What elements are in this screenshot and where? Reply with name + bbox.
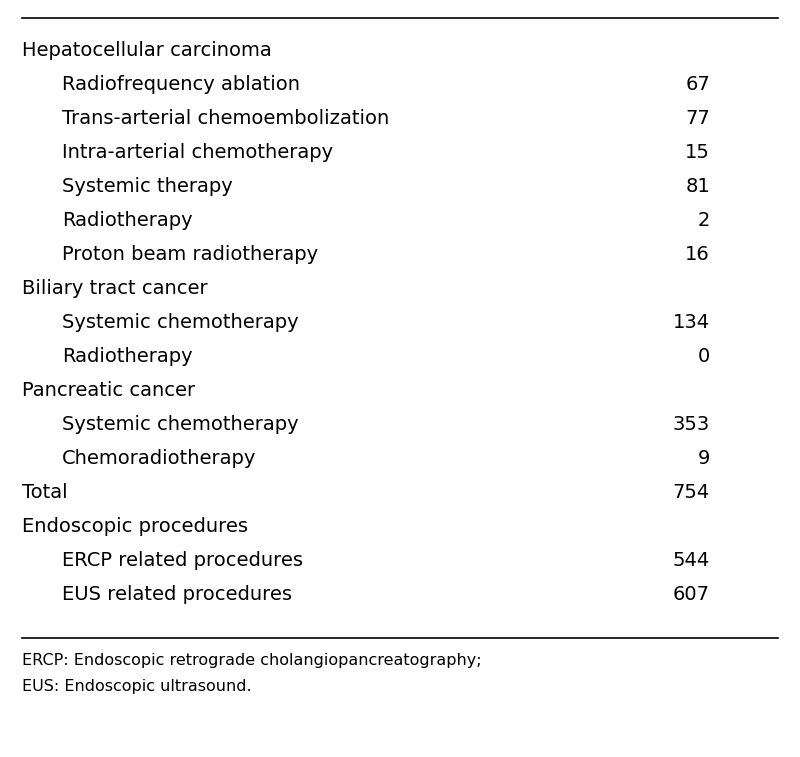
Text: Systemic therapy: Systemic therapy bbox=[62, 176, 233, 195]
Text: Systemic chemotherapy: Systemic chemotherapy bbox=[62, 415, 298, 434]
Text: 353: 353 bbox=[673, 415, 710, 434]
Text: 67: 67 bbox=[686, 74, 710, 94]
Text: 134: 134 bbox=[673, 313, 710, 332]
Text: Radiofrequency ablation: Radiofrequency ablation bbox=[62, 74, 300, 94]
Text: Systemic chemotherapy: Systemic chemotherapy bbox=[62, 313, 298, 332]
Text: 9: 9 bbox=[698, 448, 710, 468]
Text: 16: 16 bbox=[686, 245, 710, 263]
Text: ERCP: Endoscopic retrograde cholangiopancreatography;: ERCP: Endoscopic retrograde cholangiopan… bbox=[22, 653, 482, 668]
Text: 2: 2 bbox=[698, 210, 710, 229]
Text: 754: 754 bbox=[673, 482, 710, 501]
Text: 15: 15 bbox=[685, 142, 710, 161]
Text: Total: Total bbox=[22, 482, 68, 501]
Text: 0: 0 bbox=[698, 347, 710, 366]
Text: Trans-arterial chemoembolization: Trans-arterial chemoembolization bbox=[62, 108, 390, 127]
Text: Chemoradiotherapy: Chemoradiotherapy bbox=[62, 448, 256, 468]
Text: Intra-arterial chemotherapy: Intra-arterial chemotherapy bbox=[62, 142, 333, 161]
Text: Proton beam radiotherapy: Proton beam radiotherapy bbox=[62, 245, 318, 263]
Text: ERCP related procedures: ERCP related procedures bbox=[62, 550, 303, 569]
Text: Pancreatic cancer: Pancreatic cancer bbox=[22, 381, 195, 400]
Text: Biliary tract cancer: Biliary tract cancer bbox=[22, 279, 208, 298]
Text: 77: 77 bbox=[686, 108, 710, 127]
Text: 544: 544 bbox=[673, 550, 710, 569]
Text: EUS related procedures: EUS related procedures bbox=[62, 584, 292, 603]
Text: Endoscopic procedures: Endoscopic procedures bbox=[22, 516, 248, 535]
Text: Radiotherapy: Radiotherapy bbox=[62, 210, 193, 229]
Text: Hepatocellular carcinoma: Hepatocellular carcinoma bbox=[22, 41, 272, 60]
Text: 81: 81 bbox=[686, 176, 710, 195]
Text: EUS: Endoscopic ultrasound.: EUS: Endoscopic ultrasound. bbox=[22, 678, 252, 693]
Text: Radiotherapy: Radiotherapy bbox=[62, 347, 193, 366]
Text: 607: 607 bbox=[673, 584, 710, 603]
